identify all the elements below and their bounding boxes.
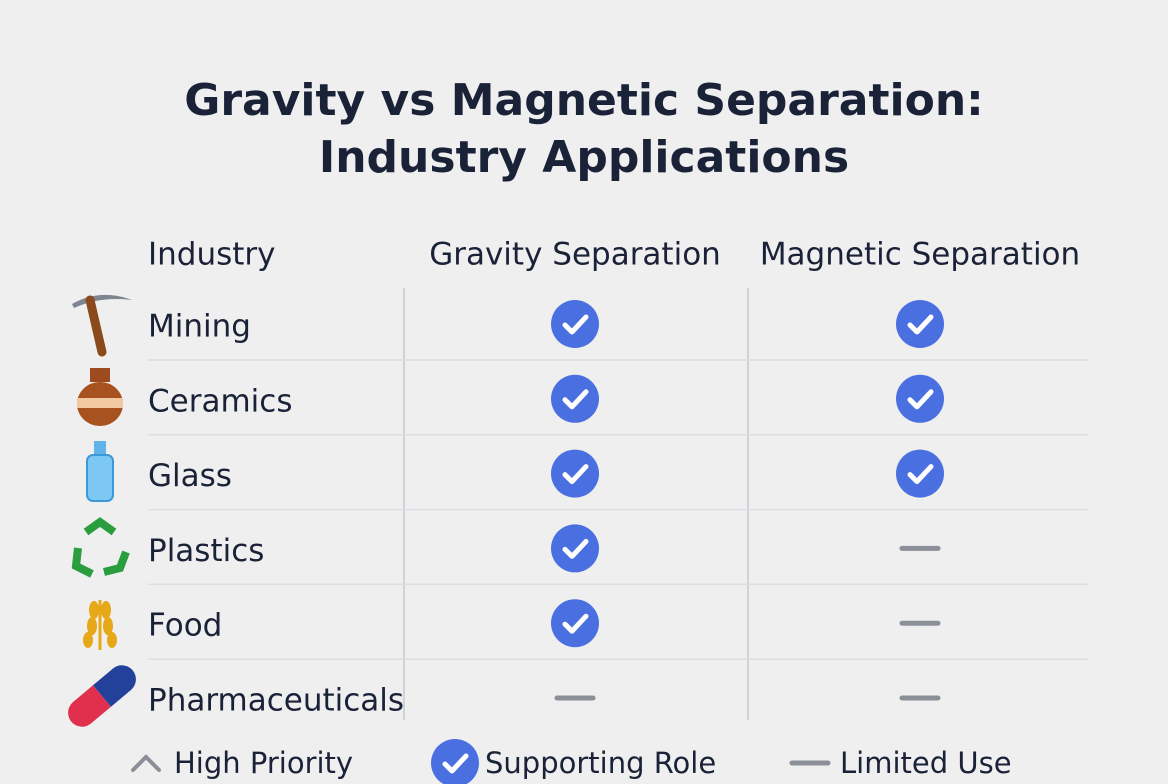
title-line: Industry Applications [319, 132, 849, 183]
check [562, 389, 589, 410]
industry-name: Plastics [148, 533, 264, 569]
check [907, 464, 934, 485]
status-icon: Supporting Role [896, 374, 944, 423]
industry-name: Glass [148, 458, 232, 494]
industry-name: Pharmaceuticals [148, 683, 404, 719]
column-header: Gravity Separation [429, 237, 721, 273]
check [907, 389, 934, 410]
column-header: Industry [148, 237, 276, 273]
industry-name: Food [148, 608, 222, 644]
check [562, 538, 589, 559]
check-circle [551, 599, 599, 648]
pill-icon [68, 665, 136, 727]
status-icon: Supporting Role [551, 524, 599, 573]
check-circle [551, 300, 599, 348]
recycle-icon [71, 517, 130, 578]
industry-name: Mining [148, 309, 251, 345]
check-circle [431, 739, 479, 784]
check-circle [896, 300, 944, 348]
title-line: Gravity vs Magnetic Separation: [184, 75, 984, 126]
legend-label: Supporting Role [485, 746, 716, 780]
check-circle [551, 524, 599, 573]
industry-name: Ceramics [148, 383, 292, 419]
chevron [131, 754, 161, 772]
pickaxe-icon [72, 294, 132, 357]
check-circle [896, 449, 944, 498]
check [907, 314, 934, 335]
status-icon: Supporting Role [896, 449, 944, 498]
vase-icon [77, 368, 123, 426]
status-icon: Supporting Role [896, 300, 944, 348]
check [562, 314, 589, 335]
check [562, 464, 589, 485]
check [562, 613, 589, 634]
status-icon: Supporting Role [551, 300, 599, 348]
bottle-icon [86, 441, 114, 502]
status-icon: Supporting Role [551, 374, 599, 423]
status-icon: Supporting Role [551, 449, 599, 498]
check-circle [551, 374, 599, 423]
legend-label: High Priority [174, 746, 353, 780]
check [442, 753, 469, 774]
column-header: Magnetic Separation [760, 237, 1080, 273]
status-icon: Supporting Role [551, 599, 599, 648]
legend-label: Limited Use [840, 746, 1012, 780]
check-circle [896, 374, 944, 423]
wheat-icon [83, 600, 117, 650]
check-circle [551, 449, 599, 498]
